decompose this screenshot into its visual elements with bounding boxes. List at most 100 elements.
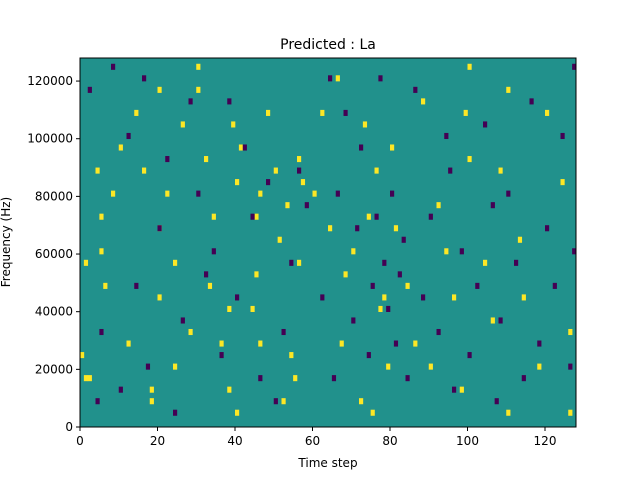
heatmap-cell-low — [552, 282, 557, 289]
heatmap-cell-low — [188, 98, 193, 105]
heatmap-cell-high — [463, 109, 468, 116]
heatmap-cell-high — [99, 248, 104, 255]
heatmap-cell-high — [297, 156, 302, 163]
heatmap-cell-low — [467, 352, 472, 359]
y-axis-label: Frequency (Hz) — [0, 197, 13, 288]
heatmap-cell-low — [87, 86, 92, 93]
heatmap-cell-high — [134, 109, 139, 116]
heatmap-cell-low — [386, 305, 391, 312]
heatmap-cell-low — [165, 156, 170, 163]
heatmap-cell-high — [312, 190, 317, 197]
heatmap-cell-high — [328, 225, 333, 232]
heatmap-cell-high — [339, 340, 344, 347]
heatmap-cell-high — [506, 409, 511, 416]
x-tick-label: 60 — [305, 434, 320, 448]
y-tick-label: 20000 — [35, 362, 73, 376]
heatmap-cell-high — [545, 109, 550, 116]
heatmap-cell-high — [254, 271, 259, 278]
heatmap-cell-high — [250, 305, 255, 312]
heatmap-cell-high — [378, 305, 383, 312]
y-tick-label: 40000 — [35, 305, 73, 319]
y-tick-label: 60000 — [35, 247, 73, 261]
heatmap-cell-high — [95, 167, 100, 174]
heatmap-cell-high — [219, 340, 224, 347]
heatmap-cell-low — [335, 190, 340, 197]
heatmap-cell-high — [506, 86, 511, 93]
heatmap-cell-high — [273, 167, 278, 174]
heatmap-cell-high — [227, 386, 232, 393]
heatmap-cell-high — [297, 259, 302, 266]
heatmap-cell-high — [568, 409, 573, 416]
heatmap-cell-high — [382, 294, 387, 301]
heatmap-cell-low — [393, 340, 399, 347]
heatmap-cell-high — [386, 363, 391, 370]
heatmap-cell-low — [436, 328, 441, 336]
heatmap-cell-high — [111, 190, 116, 197]
heatmap-cell-low — [475, 282, 480, 289]
heatmap-cell-high — [165, 190, 170, 197]
x-tick-label: 20 — [150, 434, 165, 448]
y-tick-label: 80000 — [35, 189, 73, 203]
heatmap-cell-low — [266, 179, 271, 186]
heatmap-cell-low — [126, 132, 131, 140]
heatmap-cell-high — [390, 144, 395, 151]
heatmap-cell-low — [134, 282, 139, 289]
heatmap-cell-low — [545, 225, 550, 232]
heatmap-cell-low — [413, 86, 418, 93]
heatmap-cell-low — [297, 167, 302, 174]
heatmap-cell-high — [149, 398, 154, 405]
heatmap-cell-high — [118, 144, 123, 151]
heatmap-cell-high — [126, 340, 131, 347]
x-tick-label: 120 — [534, 434, 557, 448]
heatmap-cell-high — [300, 179, 306, 186]
heatmap-cell-high — [428, 363, 433, 370]
heatmap-cell-low — [421, 294, 426, 301]
y-tick-label: 0 — [65, 420, 73, 434]
heatmap-cell-high — [393, 225, 399, 232]
heatmap-cell-low — [560, 132, 565, 140]
heatmap-cell-high — [498, 167, 503, 174]
heatmap-cell-low — [405, 375, 410, 382]
heatmap-cell-low — [521, 375, 526, 382]
heatmap-cell-low — [514, 259, 519, 266]
heatmap-cell-low — [382, 259, 387, 266]
heatmap-cell-low — [196, 190, 201, 197]
heatmap-cell-high — [517, 236, 523, 243]
heatmap-cell-low — [494, 398, 499, 405]
heatmap-cell-high — [537, 363, 542, 370]
heatmap-cell-high — [289, 352, 294, 359]
x-tick-label: 100 — [456, 434, 479, 448]
plot-frame — [79, 57, 577, 428]
heatmap-cell-high — [254, 213, 259, 220]
heatmap-cell-high — [568, 328, 573, 336]
heatmap-cell-low — [506, 190, 511, 197]
heatmap-cell-low — [343, 109, 348, 116]
heatmap-cell-low — [397, 271, 402, 278]
heatmap-cell-low — [235, 294, 240, 301]
heatmap-cell-low — [95, 398, 100, 405]
heatmap-cell-high — [560, 179, 565, 186]
heatmap-cell-low — [452, 386, 457, 393]
heatmap-cell-high — [467, 63, 472, 70]
heatmap-cell-high — [227, 305, 232, 312]
heatmap-cell-low — [374, 213, 379, 220]
heatmap-cell-low — [111, 63, 116, 70]
heatmap-cell-high — [204, 156, 209, 163]
heatmap-cell-low — [444, 132, 449, 140]
y-axis: 0 20000 40000 60000 80000 100000 120000 — [27, 74, 80, 434]
heatmap-cell-low — [568, 363, 573, 370]
heatmap-cell-high — [196, 63, 201, 70]
heatmap-cell-low — [142, 75, 147, 82]
heatmap-cell-high — [258, 340, 263, 347]
heatmap-cell-high — [293, 375, 298, 382]
heatmap-cell-high — [258, 190, 263, 197]
heatmap-cell-low — [498, 317, 503, 324]
heatmap-cell-high — [351, 248, 356, 255]
heatmap-cell-low — [448, 167, 453, 174]
heatmap-cell-high — [157, 86, 162, 93]
heatmap-cell-low — [537, 340, 542, 347]
heatmap-cell-low — [572, 63, 577, 70]
heatmap-cell-high — [444, 248, 449, 255]
heatmap-cell-high — [87, 375, 92, 382]
